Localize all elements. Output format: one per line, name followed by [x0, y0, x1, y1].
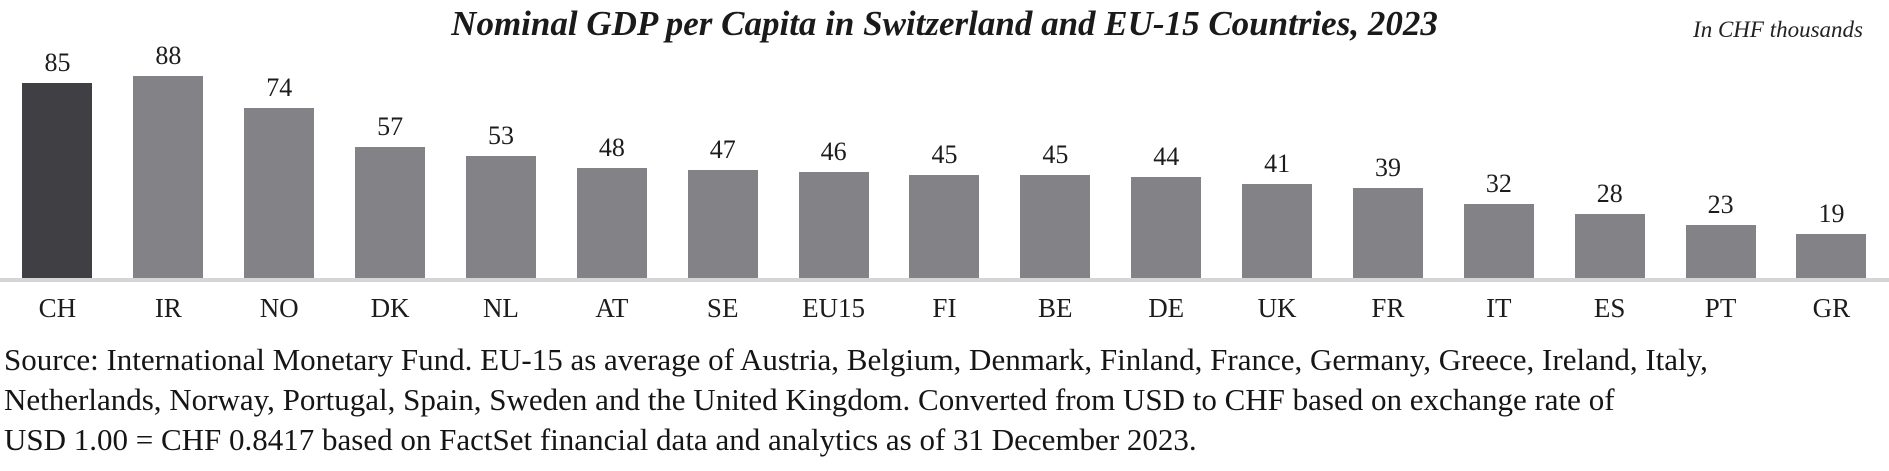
- axis-label-it: IT: [1486, 292, 1512, 323]
- bar-column-no: 74: [224, 75, 335, 278]
- bar-ch: [22, 83, 93, 278]
- source-line: Source: International Monetary Fund. EU-…: [4, 342, 1708, 377]
- bar-ir: [133, 76, 204, 278]
- bar-fi: [909, 175, 980, 278]
- axis-label-nl: NL: [482, 292, 519, 323]
- axis-label-no: NO: [259, 292, 299, 323]
- bar-it: [1463, 204, 1534, 278]
- bar-column-se: 47: [667, 137, 778, 278]
- bar-column-fi: 45: [889, 142, 1000, 278]
- bar-value-label: 41: [1264, 149, 1291, 178]
- bar-column-ch: 85: [2, 50, 113, 278]
- bar-pt: [1685, 225, 1756, 278]
- bar-eu15: [798, 172, 869, 278]
- bar-no: [244, 108, 315, 278]
- bar-column-be: 45: [1000, 142, 1111, 278]
- bar-column-ir: 88: [113, 43, 224, 278]
- axis-label-eu15: EU15: [802, 292, 866, 323]
- chart-title: Nominal GDP per Capita in Switzerland an…: [451, 4, 1438, 43]
- bar-value-label: 53: [487, 121, 514, 150]
- bar-gr: [1796, 234, 1867, 278]
- bar-column-it: 32: [1443, 171, 1554, 278]
- axis-label-fr: FR: [1371, 292, 1405, 323]
- bar-es: [1574, 214, 1645, 278]
- axis-label-se: SE: [706, 292, 739, 323]
- bar-column-nl: 53: [446, 123, 557, 278]
- source-line: Netherlands, Norway, Portugal, Spain, Sw…: [4, 382, 1615, 417]
- bar-column-fr: 39: [1333, 155, 1444, 278]
- bar-column-pt: 23: [1665, 192, 1776, 278]
- axis-label-fi: FI: [932, 292, 957, 323]
- bar-fr: [1352, 188, 1423, 278]
- bar-value-label: 85: [44, 48, 71, 77]
- unit-note: In CHF thousands: [1693, 17, 1863, 42]
- axis-label-at: AT: [595, 292, 629, 323]
- bar-column-de: 44: [1111, 144, 1222, 278]
- axis-label-de: DE: [1148, 292, 1185, 323]
- bar-value-label: 88: [155, 41, 182, 70]
- bar-value-label: 48: [598, 133, 625, 162]
- bar-column-es: 28: [1554, 181, 1665, 278]
- bar-value-label: 46: [820, 137, 847, 166]
- bar-value-label: 45: [931, 140, 958, 169]
- bar-value-label: 28: [1596, 179, 1623, 208]
- axis-label-ir: IR: [154, 292, 182, 323]
- bar-value-label: 47: [709, 135, 736, 164]
- bar-se: [687, 170, 758, 278]
- bar-value-label: 57: [377, 112, 404, 141]
- source-line: USD 1.00 = CHF 0.8417 based on FactSet f…: [4, 422, 1197, 457]
- bar-uk: [1242, 184, 1313, 278]
- bar-column-uk: 41: [1222, 151, 1333, 278]
- bar-de: [1131, 177, 1202, 278]
- bar-value-label: 39: [1374, 153, 1401, 182]
- bar-value-label: 23: [1707, 190, 1734, 219]
- bar-value-label: 32: [1485, 169, 1512, 198]
- bar-nl: [465, 156, 536, 278]
- bar-value-label: 44: [1153, 142, 1180, 171]
- labels-row: CH IR NO DK NL AT SE EU15 FI BE DE UK FR IT ES PT GR: [0, 282, 1889, 334]
- bar-dk: [355, 147, 426, 278]
- bar-at: [576, 168, 647, 278]
- chart-header: Nominal GDP per Capita in Switzerland an…: [0, 0, 1889, 46]
- bar-column-dk: 57: [335, 114, 446, 278]
- bar-column-gr: 19: [1776, 201, 1887, 278]
- axis-label-uk: UK: [1257, 292, 1297, 323]
- x-axis-line: [0, 278, 1889, 282]
- bar-value-label: 19: [1818, 199, 1845, 228]
- bar-column-at: 48: [556, 135, 667, 278]
- bar-column-eu15: 46: [778, 139, 889, 278]
- bar-value-label: 45: [1042, 140, 1069, 169]
- axis-label-be: BE: [1038, 292, 1073, 323]
- axis-label-es: ES: [1593, 292, 1626, 323]
- axis-label-gr: GR: [1812, 292, 1851, 323]
- source-note: Source: International Monetary Fund. EU-…: [0, 334, 1889, 460]
- axis-label-pt: PT: [1704, 292, 1737, 323]
- bars-row: 85 88 74 57 53 48 47 46 45 45 44 41 39 32 28 23 19: [0, 43, 1889, 278]
- axis-label-dk: DK: [370, 292, 410, 323]
- bar-be: [1020, 175, 1091, 278]
- axis-label-ch: CH: [38, 292, 77, 323]
- bar-value-label: 74: [266, 73, 293, 102]
